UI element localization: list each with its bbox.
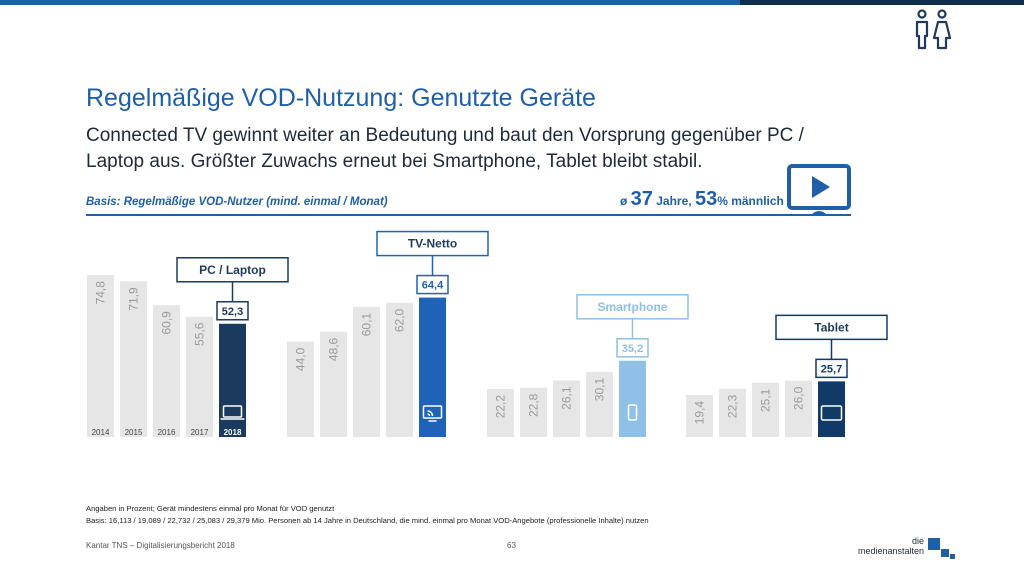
footer-source: Kantar TNS – Digitalisierungsbericht 201… <box>86 541 235 550</box>
year-label-2016: 2016 <box>158 428 176 437</box>
logo-text: die medienanstalten <box>846 536 924 556</box>
smartphone-bar-2018 <box>619 360 646 437</box>
pc-laptop-bar-2018 <box>219 323 246 437</box>
tablet-value-label-2018: 25,7 <box>821 363 842 375</box>
smartphone-bar-2015 <box>520 387 547 437</box>
tv-netto-bar-2015 <box>320 331 347 437</box>
tv-netto-group-label: TV-Netto <box>408 237 457 251</box>
pc-laptop-bar-2015 <box>120 281 147 437</box>
tv-netto-value-label-2015: 48,6 <box>327 337 341 361</box>
tablet-bar-2015 <box>719 388 746 437</box>
tablet-group-label: Tablet <box>814 320 848 334</box>
page-number: 63 <box>507 541 516 550</box>
pc-laptop-bar-2017 <box>186 316 213 437</box>
pc-laptop-value-label-2016: 60,9 <box>160 311 174 335</box>
top-accent-bar <box>0 0 740 5</box>
stats-age: 37 <box>630 188 653 210</box>
smartphone-icon <box>627 404 638 421</box>
year-label-2015: 2015 <box>125 428 143 437</box>
header-rule <box>86 214 851 216</box>
stats-male-unit: % männlich <box>717 194 784 208</box>
tv-netto-bar-2014 <box>287 341 314 437</box>
stats-prefix: ø <box>620 194 631 208</box>
pc-laptop-group-label: PC / Laptop <box>199 263 266 277</box>
smartphone-value-label-2014: 22,2 <box>494 395 508 419</box>
pc-laptop-value-label-2017: 55,6 <box>193 322 207 346</box>
page-title: Regelmäßige VOD-Nutzung: Genutzte Geräte <box>86 84 596 112</box>
tablet-value-label-2016: 25,1 <box>759 388 773 412</box>
tv-netto-bar-2017 <box>386 302 413 437</box>
footnote: Angaben in Prozent; Gerät mindestens ein… <box>86 503 886 527</box>
pc-laptop-group-label-box <box>176 257 289 283</box>
pc-laptop-icon <box>220 405 245 420</box>
tv-netto-value-label-2016: 60,1 <box>360 313 374 337</box>
year-label-2018: 2018 <box>224 428 242 437</box>
tablet-group-label-box <box>775 314 888 341</box>
year-label-2017: 2017 <box>191 428 209 437</box>
smartphone-bar-2014 <box>487 388 514 437</box>
tv-netto-value-label-2018: 64,4 <box>422 280 444 292</box>
tablet-value-label-2015: 22,3 <box>726 394 740 418</box>
page-subtitle: Connected TV gewinnt weiter an Bedeutung… <box>86 125 804 172</box>
pc-laptop-bar-2016 <box>153 305 180 437</box>
top-accent-bar-dark <box>740 0 1024 5</box>
chart-basis-note: Basis: Regelmäßige VOD-Nutzer (mind. ein… <box>86 196 388 208</box>
logo-line-2: medienanstalten <box>857 546 924 556</box>
tv-netto-bar-2016 <box>353 306 380 437</box>
tablet-value-label-2017: 26,0 <box>792 386 806 410</box>
tablet-bar-2017 <box>785 380 812 437</box>
pc-laptop-bar-2014 <box>87 275 114 437</box>
demographics-stats: ø 37 Jahre, 53% männlich <box>620 188 784 211</box>
smartphone-bar-2017 <box>586 371 613 437</box>
smartphone-value-label-2018: 35,2 <box>622 343 643 355</box>
stats-male: 53 <box>694 188 718 210</box>
smartphone-group-label-box <box>576 294 689 320</box>
tablet-bar-2016 <box>752 382 779 437</box>
tablet-icon <box>820 405 843 421</box>
smartphone-group-label: Smartphone <box>597 300 667 314</box>
pc-laptop-value-label-2014: 74,8 <box>94 281 108 305</box>
tv-netto-icon <box>422 405 443 422</box>
smartphone-value-label-2015: 22,8 <box>527 393 541 417</box>
pc-laptop-value-label-2015: 71,9 <box>127 287 141 311</box>
male-female-icon <box>915 9 952 50</box>
smartphone-bar-2016 <box>553 380 580 437</box>
tv-netto-value-label-2014: 44,0 <box>294 347 308 371</box>
tablet-value-label-2014: 19,4 <box>693 401 707 425</box>
tablet-bar-2018 <box>818 381 845 437</box>
smartphone-value-label-2016: 26,1 <box>560 386 574 410</box>
footnote-line-2: Basis: 16,113 / 19,089 / 22,732 / 25,083… <box>86 516 649 525</box>
smartphone-value-label-2017: 30,1 <box>593 378 607 402</box>
stats-age-unit: Jahre, <box>652 194 695 208</box>
year-label-2014: 2014 <box>92 428 110 437</box>
medienanstalten-logo <box>928 538 955 559</box>
footnote-line-1: Angaben in Prozent; Gerät mindestens ein… <box>86 504 335 513</box>
tv-netto-value-label-2017: 62,0 <box>393 308 407 332</box>
logo-line-1: die <box>911 536 924 546</box>
tablet-bar-2014 <box>686 394 713 437</box>
pc-laptop-value-label-2018: 52,3 <box>222 306 243 318</box>
tv-play-icon <box>787 164 851 216</box>
